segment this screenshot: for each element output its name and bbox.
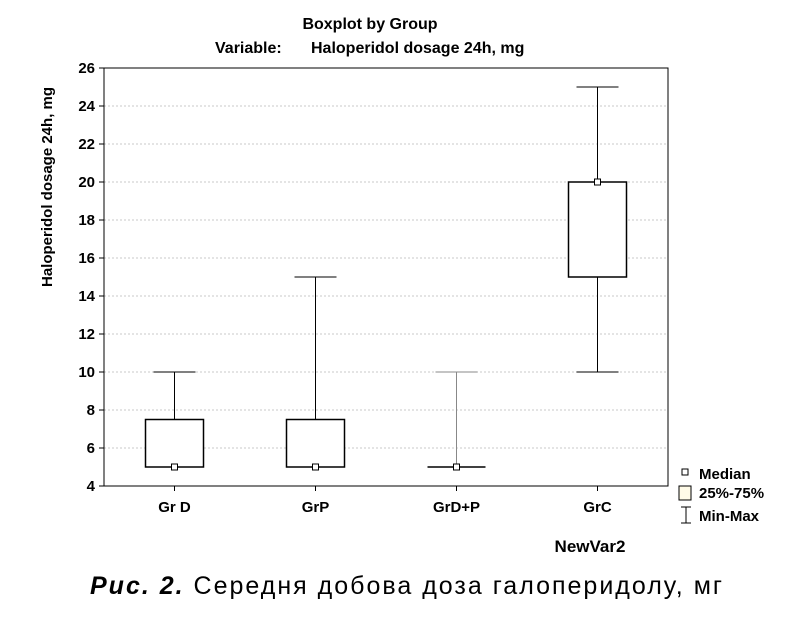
y-tick-label: 24 <box>78 98 95 115</box>
median-marker <box>594 178 601 186</box>
y-axis-ticks: 4 6 8 10 12 14 16 18 20 22 24 26 <box>78 60 104 495</box>
y-tick-label: 4 <box>87 478 96 495</box>
figure-caption: Рис. 2. Середня добова доза галоперидолу… <box>90 572 724 601</box>
y-tick-label: 20 <box>78 174 95 191</box>
box-grp <box>285 276 346 471</box>
box-gr-d <box>144 371 205 471</box>
x-axis-label: NewVar2 <box>555 537 626 556</box>
x-tick-label: GrD+P <box>433 499 480 516</box>
legend-whisker-label: Min-Max <box>699 508 760 525</box>
y-tick-label: 8 <box>87 402 95 419</box>
legend-median-symbol <box>681 468 689 476</box>
y-tick-label: 26 <box>78 60 95 77</box>
y-tick-label: 12 <box>78 326 95 343</box>
iqr-box <box>144 418 205 468</box>
x-tick-label: Gr D <box>158 499 191 516</box>
boxplot-chart: Boxplot by Group Variable: Haloperidol d… <box>39 16 764 556</box>
chart-title: Boxplot by Group <box>302 16 437 33</box>
y-tick-label: 10 <box>78 364 95 381</box>
boxes <box>144 86 628 471</box>
legend-median-label: Median <box>699 466 751 483</box>
median-marker <box>312 463 319 471</box>
chart-subtitle-prefix: Variable: <box>215 40 282 57</box>
x-axis-ticks: Gr D GrP GrD+P GrC <box>158 486 612 516</box>
box-grc <box>567 86 628 373</box>
legend-box-label: 25%-75% <box>699 485 764 502</box>
chart-subtitle-variable: Haloperidol dosage 24h, mg <box>311 40 524 57</box>
y-tick-label: 18 <box>78 212 95 229</box>
y-tick-label: 14 <box>78 288 95 305</box>
legend-whisker-symbol <box>681 506 691 524</box>
median-marker <box>171 463 178 471</box>
legend-box-symbol <box>678 485 692 501</box>
y-tick-label: 16 <box>78 250 95 267</box>
y-tick-label: 6 <box>87 440 95 457</box>
median-marker <box>453 463 460 471</box>
iqr-box <box>567 181 628 278</box>
y-axis-label: Haloperidol dosage 24h, mg <box>39 87 56 287</box>
caption-text: Середня добова доза галоперидолу, мг <box>193 572 725 600</box>
plot-area <box>103 67 669 487</box>
x-tick-label: GrP <box>302 499 330 516</box>
legend: Median 25%-75% Min-Max <box>678 466 764 525</box>
x-tick-label: GrC <box>583 499 612 516</box>
caption-label: Рис. 2. <box>90 572 185 600</box>
box-grd-p <box>427 371 486 471</box>
y-tick-label: 22 <box>78 136 95 153</box>
iqr-box <box>285 418 346 468</box>
